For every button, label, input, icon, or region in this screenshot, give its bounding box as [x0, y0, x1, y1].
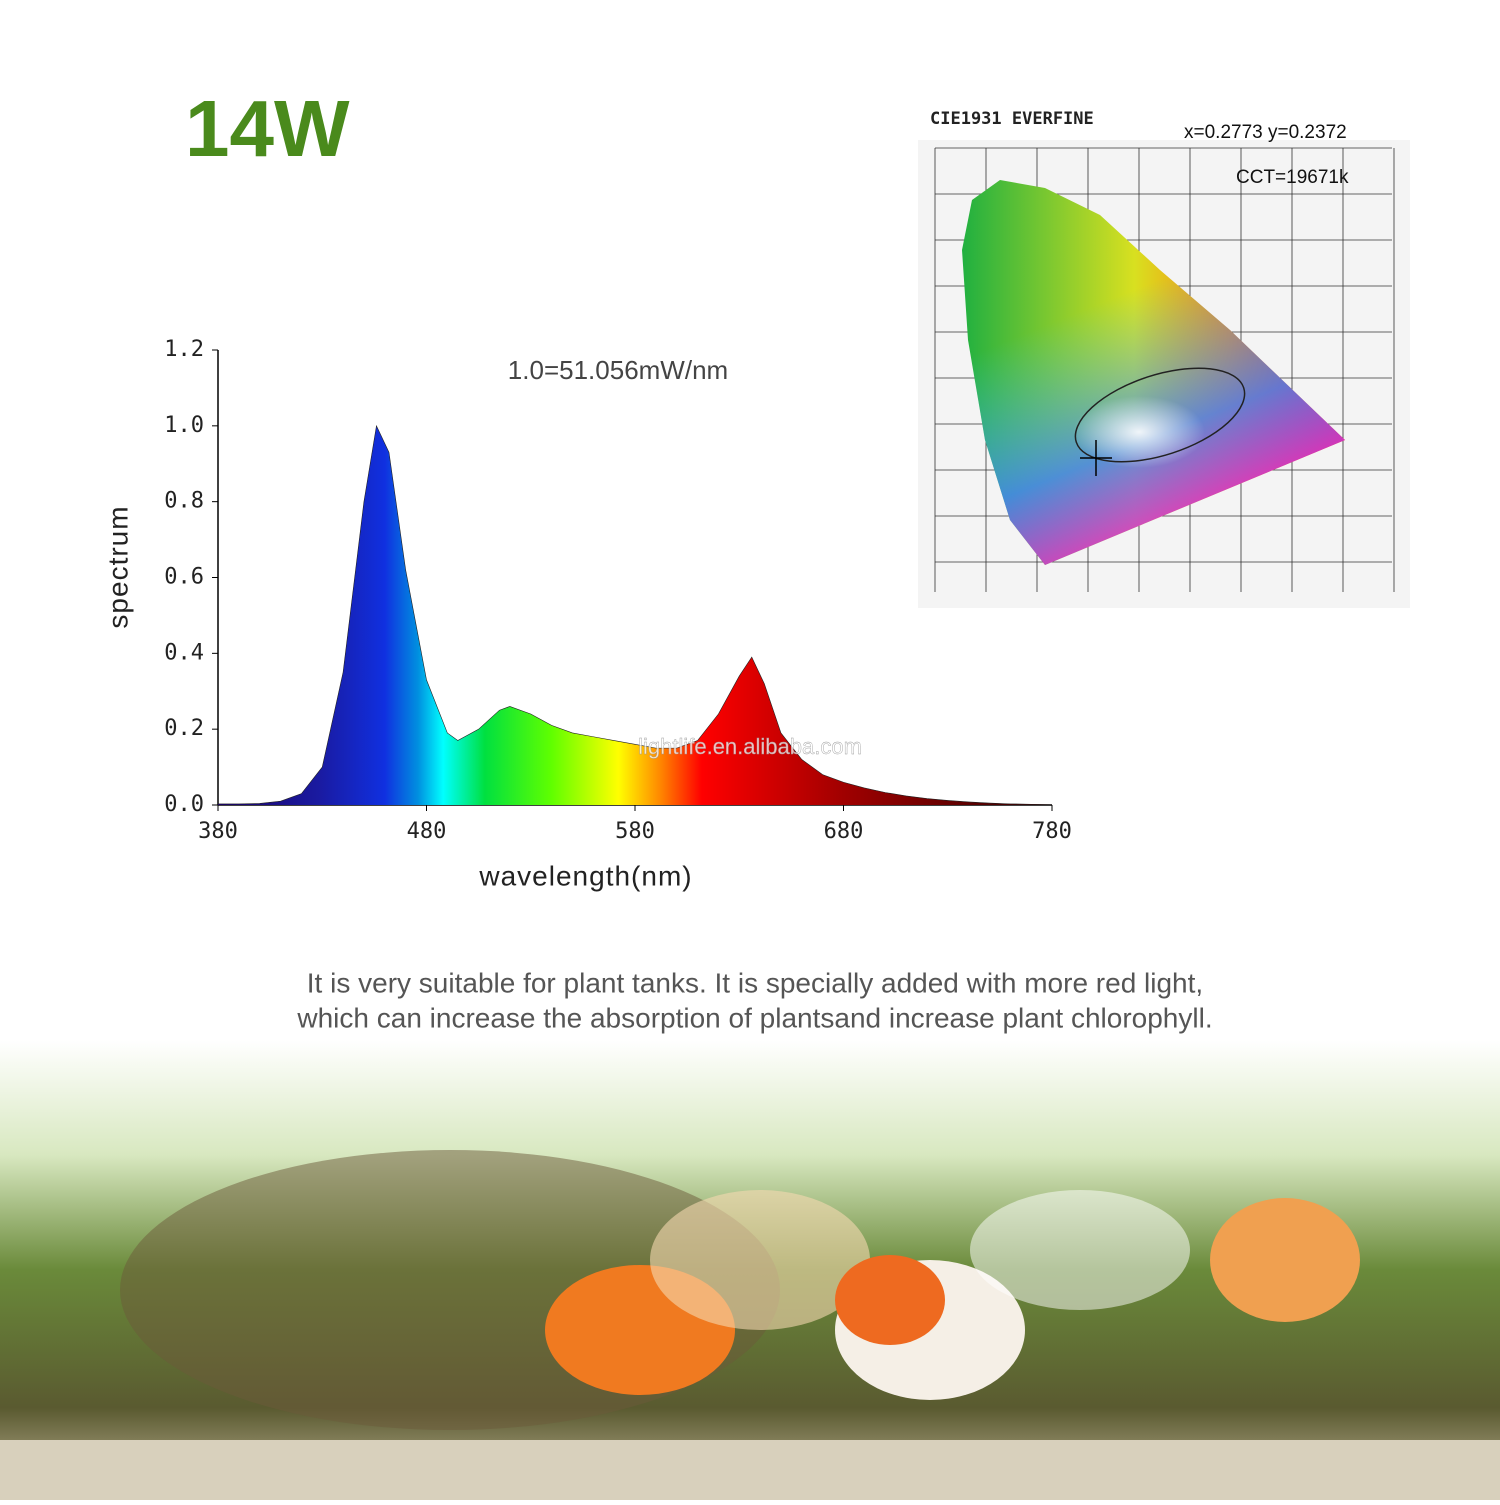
description-line: which can increase the absorption of pla…: [296, 1002, 1212, 1033]
fish-head: [835, 1255, 945, 1345]
spectrum-chart: 1.0=51.056mW/nm wavelength(nm) spectrum …: [102, 337, 1071, 891]
y-tick-label: 0.6: [164, 565, 204, 590]
photo: [0, 1040, 1500, 1500]
y-tick-label: 1.2: [164, 337, 204, 362]
cie-white: [1040, 360, 1260, 480]
y-tick-label: 0.8: [164, 489, 204, 514]
x-tick-label: 780: [1032, 819, 1072, 844]
gravel: [0, 1440, 1500, 1500]
fish: [1210, 1198, 1360, 1322]
cie-title: CIE1931 EVERFINE: [930, 109, 1094, 129]
y-axis-label: spectrum: [102, 505, 133, 628]
y-tick-label: 1.0: [164, 413, 204, 438]
fish-fin: [650, 1190, 870, 1330]
annotation: 1.0=51.056mW/nm: [508, 355, 728, 385]
x-tick-label: 380: [198, 819, 238, 844]
title: 14W: [185, 84, 350, 173]
watermark: lightlife.en.alibaba.com: [638, 734, 862, 759]
description-line: It is very suitable for plant tanks. It …: [307, 967, 1203, 998]
fish-fin: [970, 1190, 1190, 1310]
x-tick-label: 580: [615, 819, 655, 844]
spectrum-line: [218, 424, 1053, 805]
y-tick-label: 0.4: [164, 640, 204, 665]
cie-cct: CCT=19671k: [1236, 167, 1349, 188]
y-tick-label: 0.0: [164, 792, 204, 817]
x-tick-label: 680: [824, 819, 864, 844]
y-tick-label: 0.2: [164, 716, 204, 741]
x-axis-label: wavelength(nm): [478, 860, 692, 891]
cie-ellipse: [1074, 367, 1246, 463]
cie-coords: x=0.2773 y=0.2372: [1184, 122, 1347, 143]
x-tick-label: 480: [407, 819, 447, 844]
spectrum-area: [218, 425, 1052, 805]
cie-diagram: CIE1931 EVERFINE x=0.2773 y=0.2372 CCT=1…: [918, 109, 1410, 608]
